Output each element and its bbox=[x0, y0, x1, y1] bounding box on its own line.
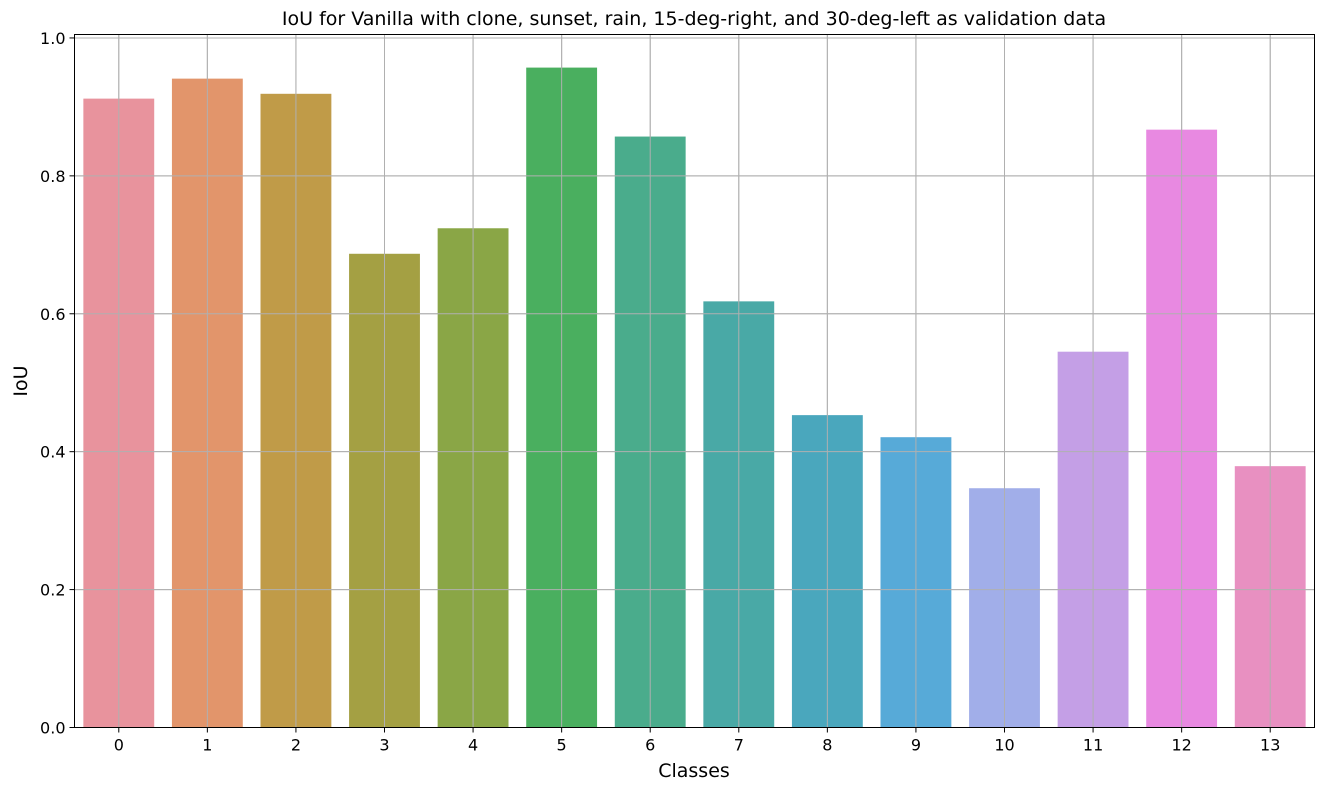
x-tick-label: 12 bbox=[1171, 736, 1191, 755]
y-tick-label: 0.6 bbox=[40, 305, 65, 324]
x-tick-label: 8 bbox=[822, 736, 832, 755]
x-tick-label: 11 bbox=[1083, 736, 1103, 755]
x-tick-label: 6 bbox=[645, 736, 655, 755]
y-tick-label: 1.0 bbox=[40, 29, 65, 48]
x-tick-label: 4 bbox=[468, 736, 478, 755]
x-tick-label: 3 bbox=[379, 736, 389, 755]
y-tick-label: 0.0 bbox=[40, 719, 65, 738]
x-tick-label: 2 bbox=[291, 736, 301, 755]
x-tick-label: 10 bbox=[994, 736, 1014, 755]
x-tick-label: 0 bbox=[114, 736, 124, 755]
x-tick-label: 7 bbox=[734, 736, 744, 755]
chart-title: IoU for Vanilla with clone, sunset, rain… bbox=[282, 8, 1106, 30]
y-tick-label: 0.4 bbox=[40, 443, 65, 462]
x-tick-label: 9 bbox=[911, 736, 921, 755]
y-tick-label: 0.8 bbox=[40, 167, 65, 186]
x-tick-label: 5 bbox=[557, 736, 567, 755]
bars bbox=[74, 34, 1315, 728]
x-tick-label: 13 bbox=[1260, 736, 1280, 755]
axes: 0.00.20.40.60.81.00 1 2 3 4 5 6 7 8 9 10 11 12 13 bbox=[40, 29, 1280, 755]
y-axis-label: IoU bbox=[10, 365, 32, 396]
x-tick-label: 1 bbox=[202, 736, 212, 755]
x-axis-label: Classes bbox=[658, 760, 730, 782]
plot-frame bbox=[74, 34, 1315, 728]
y-tick-label: 0.2 bbox=[40, 581, 65, 600]
